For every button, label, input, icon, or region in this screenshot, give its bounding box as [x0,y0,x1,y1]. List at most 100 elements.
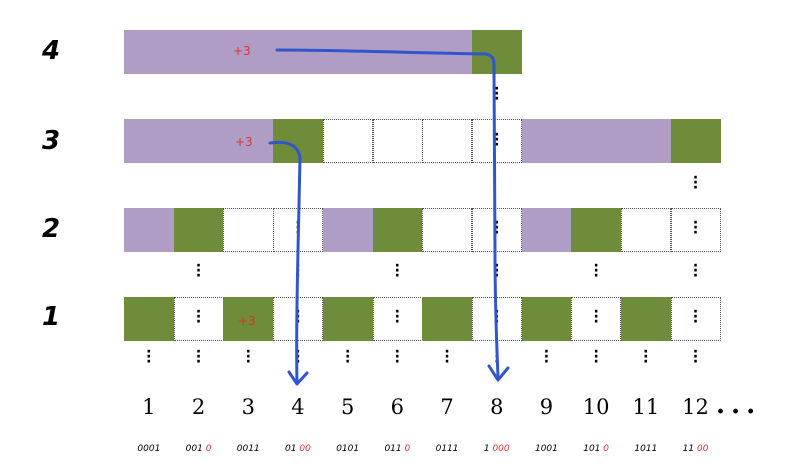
level-label-2: 2 [42,214,61,244]
dots-l1l2-12: · · · [692,258,699,284]
cell-level2-5 [322,208,373,252]
cell-level2-1 [124,208,175,252]
dots-l2-8: · · · [494,215,500,241]
cell-level2-9 [521,208,572,252]
plus-label-level-3: +3 [235,135,253,149]
dots-l3-8: · · · [494,127,500,153]
cell-level2-12 [670,208,721,252]
level-label-3: 3 [42,126,61,156]
index-number: 5 [340,395,355,419]
dots-bottom-7: · · · [444,344,450,370]
cell-level2-2 [173,208,224,252]
dots-l1-12: · · · [692,304,699,330]
binary-prefix: 001 [185,444,203,454]
cell-level4-5 [322,30,373,74]
level-label-1: 1 [42,302,61,332]
binary-prefix: 1001 [534,444,558,454]
dots-bottom-8: · · · [494,344,500,370]
binary-label: 1 000 [472,444,522,454]
binary-label: 101 0 [571,444,621,454]
cell-level4-2 [173,30,224,74]
cell-level1-3 [223,297,274,341]
index-number: 9 [539,395,554,419]
binary-prefix: 1011 [634,444,658,454]
cell-level3-1 [124,119,175,163]
index-ellipsis: ... [716,390,762,420]
dots-l1-4: · · · [295,304,301,330]
binary-suffix: 0 [603,444,610,454]
plus-label-level-1: +3 [238,314,256,328]
dots-l1-6: · · · [394,304,400,330]
cell-level3-10 [571,119,622,163]
dots-l1-10: · · · [593,304,599,330]
index-number: 3 [241,395,255,419]
binary-suffix: 00 [299,444,311,454]
dots-bottom-2: · · · [195,344,202,370]
binary-suffix: 0 [205,444,212,454]
cell-level1-9 [521,297,572,341]
binary-prefix: 0101 [336,444,360,454]
index-number: 11 [632,395,660,419]
dots-bottom-6: · · · [394,344,400,370]
cell-level1-1 [124,297,175,341]
binary-prefix: 011 [384,444,402,454]
dots-bottom-11: · · · [643,344,649,370]
dots-l2-12: · · · [692,215,699,241]
cell-level3-4 [273,119,324,163]
dots-l1l2-6: · · · [394,258,400,284]
dots-bottom-10: · · · [593,344,599,370]
plus-label-level-4: +3 [233,44,251,58]
binary-suffix: 000 [492,444,510,454]
binary-prefix: 1 [483,444,490,454]
cell-level1-11 [621,297,672,341]
cell-level3-11 [621,119,672,163]
binary-label: 0001 [124,444,174,454]
cell-level3-9 [521,119,572,163]
cell-level1-2 [173,297,224,341]
cell-level3-2 [173,119,224,163]
dots-l3l4-8: · · · [494,81,500,107]
cell-level4-8 [471,30,523,74]
cell-level1-10 [571,297,622,341]
dots-bottom-1: · · · [146,344,152,370]
cell-level2-3 [223,208,274,252]
index-number: 7 [440,395,454,419]
dots-bottom-4: · · · [295,344,301,370]
cell-level3-3 [223,119,274,163]
cell-level2-6 [372,208,423,252]
cell-level1-7 [422,297,473,341]
cell-level1-12 [670,297,721,341]
binary-label: 1001 [521,444,571,454]
binary-label: 1011 [621,444,671,454]
binary-prefix: 0001 [137,444,161,454]
binary-prefix: 01 [285,444,297,454]
binary-prefix: 11 [682,444,695,454]
binary-label: 011 0 [372,444,422,454]
index-number: 2 [191,395,206,419]
index-number: 4 [291,395,305,419]
cell-level4-4 [273,30,324,74]
binary-label: 001 0 [174,444,224,454]
index-number: 10 [582,395,610,419]
binary-label: 01 00 [273,444,323,454]
cell-level3-6 [372,119,423,163]
cell-level2-7 [422,208,473,252]
cell-level1-5 [322,297,373,341]
binary-label: 11 00 [671,444,721,454]
cell-level4-1 [124,30,175,74]
dots-l1l2-8: · · · [494,258,500,284]
cell-level2-10 [571,208,622,252]
level-label-4: 4 [42,36,61,66]
cell-level3-5 [322,119,373,163]
dots-bottom-9: · · · [543,344,550,370]
binary-label: 0101 [323,444,373,454]
dots-l1l2-4: · · · [295,258,301,284]
dots-bottom-5: · · · [344,344,351,370]
dots-l2l3-12: · · · [692,170,699,196]
cell-level4-7 [422,30,473,74]
index-number: 8 [490,395,504,419]
binary-suffix: 00 [696,444,709,454]
binary-suffix: 0 [404,444,411,454]
arrow-head-4 [287,370,309,386]
